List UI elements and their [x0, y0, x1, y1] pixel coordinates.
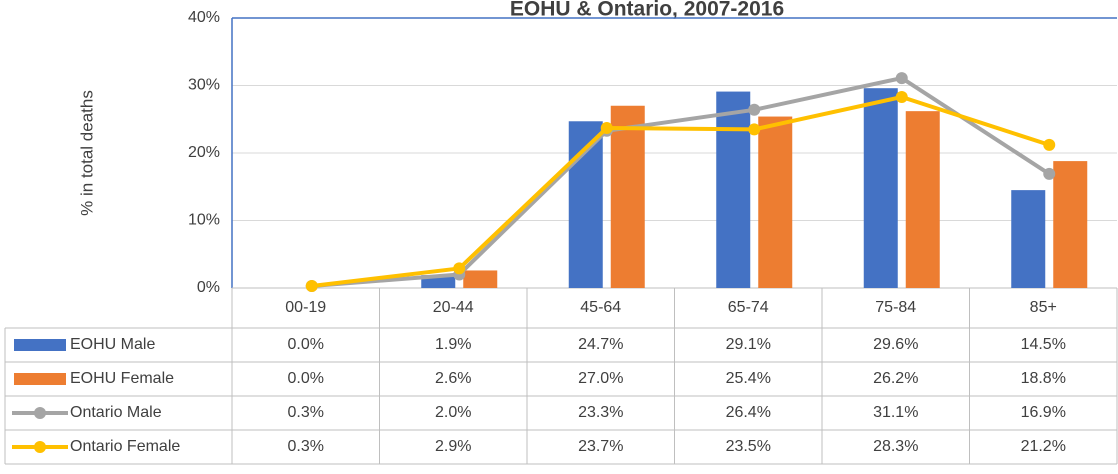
bar [1011, 190, 1046, 288]
legend-label: Ontario Female [70, 438, 180, 455]
y-tick-label: 0% [197, 279, 220, 296]
line [311, 94, 1050, 288]
bar [863, 88, 898, 288]
marker [748, 103, 761, 116]
legend-label: Ontario Male [70, 404, 162, 421]
bar [1053, 161, 1088, 288]
table-value: 18.8% [1021, 370, 1066, 387]
y-tick-label: 40% [188, 9, 220, 26]
table-value: 29.6% [873, 336, 918, 353]
table-value: 0.0% [288, 336, 324, 353]
table-value: 16.9% [1021, 404, 1066, 421]
x-tick-label: 20-44 [433, 299, 474, 316]
legend-label: EOHU Female [70, 370, 174, 387]
legend-key [34, 407, 46, 419]
x-tick-label: 00-19 [285, 299, 326, 316]
x-tick-label: 45-64 [580, 299, 621, 316]
marker [1043, 138, 1056, 151]
legend-key [14, 373, 66, 385]
marker [305, 279, 318, 292]
table-value: 2.6% [435, 370, 471, 387]
marker [895, 90, 908, 103]
bar [463, 270, 498, 288]
table-value: 21.2% [1021, 438, 1066, 455]
chart-title: EOHU & Ontario, 2007-2016 [510, 0, 784, 21]
table-value: 28.3% [873, 438, 918, 455]
table-value: 23.5% [726, 438, 771, 455]
marker [895, 72, 908, 85]
bar [758, 116, 793, 288]
table-value: 2.0% [435, 404, 471, 421]
bar [610, 105, 645, 288]
marker [1043, 167, 1056, 180]
table-value: 23.7% [578, 438, 623, 455]
line [311, 76, 1051, 288]
table-value: 14.5% [1021, 336, 1066, 353]
table-value: 1.9% [435, 336, 471, 353]
table-value: 0.0% [288, 370, 324, 387]
x-tick-label: 85+ [1030, 299, 1057, 316]
bar [716, 91, 751, 288]
marker [748, 123, 761, 136]
x-tick-label: 65-74 [728, 299, 769, 316]
table-value: 29.1% [726, 336, 771, 353]
y-tick-label: 10% [188, 212, 220, 229]
x-tick-label: 75-84 [875, 299, 916, 316]
table-value: 0.3% [288, 404, 324, 421]
table-value: 24.7% [578, 336, 623, 353]
legend-label: EOHU Male [70, 336, 155, 353]
table-value: 25.4% [726, 370, 771, 387]
table-value: 26.4% [726, 404, 771, 421]
table-value: 27.0% [578, 370, 623, 387]
table-value: 26.2% [873, 370, 918, 387]
legend-key [34, 441, 46, 453]
table-value: 23.3% [578, 404, 623, 421]
y-tick-label: 30% [188, 77, 220, 94]
marker [453, 262, 466, 275]
y-axis-label: % in total deaths [77, 90, 96, 216]
marker [600, 122, 613, 135]
legend-key [14, 339, 66, 351]
table-value: 0.3% [288, 438, 324, 455]
table-value: 31.1% [873, 404, 918, 421]
table-value: 2.9% [435, 438, 471, 455]
y-tick-label: 20% [188, 144, 220, 161]
bar [905, 111, 940, 289]
